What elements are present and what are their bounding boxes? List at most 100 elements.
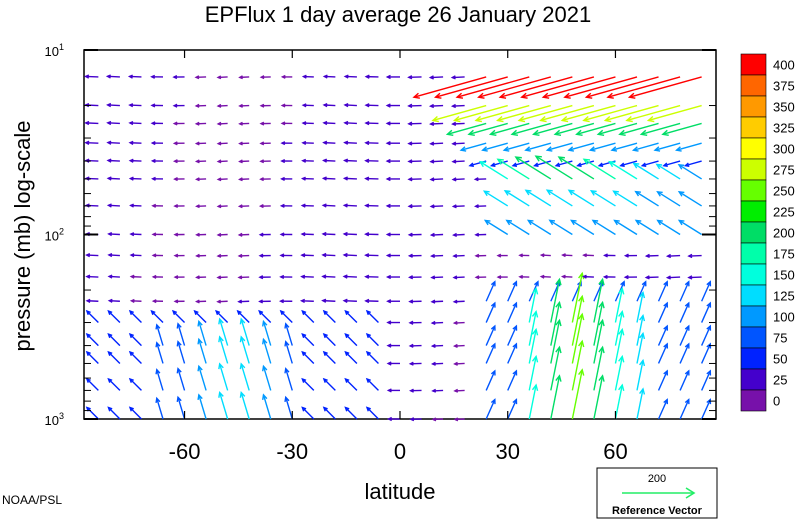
flux-arrow-head [623, 253, 629, 258]
flux-arrow-head [342, 158, 349, 163]
flux-arrow-head [545, 189, 553, 196]
flux-arrow-head [364, 253, 370, 258]
flux-arrow-head [474, 232, 480, 237]
flux-arrow [700, 302, 711, 323]
flux-arrow [109, 275, 120, 278]
flux-arrow-head [684, 398, 690, 405]
flux-arrow-head [385, 103, 391, 108]
flux-arrow-head [106, 140, 112, 145]
flux-arrow-head [429, 159, 435, 164]
flux-arrow [262, 339, 272, 364]
flux-arrow-head [641, 280, 647, 287]
flux-arrow-head [258, 232, 264, 237]
flux-arrow-head [195, 253, 200, 258]
flux-arrow [546, 189, 573, 207]
flux-arrow [344, 177, 357, 180]
flux-arrow-head [412, 92, 420, 99]
x-axis-label: latitude [365, 479, 436, 504]
flux-arrow-head [451, 204, 457, 209]
flux-arrow-head [578, 368, 585, 376]
flux-arrow-head [663, 324, 669, 331]
flux-arrow-head [408, 320, 414, 325]
flux-arrow [323, 333, 336, 347]
colorbar-label: 375 [773, 79, 795, 94]
flux-arrow-head [84, 158, 90, 163]
flux-arrow-head [386, 320, 392, 325]
colorbar-swatch [740, 158, 767, 181]
flux-arrow [571, 369, 583, 420]
flux-arrow-head [322, 406, 328, 412]
flux-arrow [129, 351, 142, 364]
flux-arrow-head [431, 388, 437, 393]
flux-arrow-head [258, 299, 264, 304]
flux-arrow-head [684, 301, 690, 308]
flux-arrow [301, 351, 315, 364]
flux-arrow-head [85, 309, 91, 316]
colorbar-swatch [740, 179, 767, 202]
flux-arrow [533, 122, 573, 135]
flux-arrow-head [555, 300, 562, 309]
chart-title: EPFlux 1 day average 26 January 2021 [205, 2, 591, 27]
flux-arrow-head [128, 309, 134, 316]
flux-arrow-head [129, 274, 135, 279]
flux-arrow [636, 333, 644, 364]
flux-arrow-head [84, 176, 90, 181]
flux-arrow-head [342, 252, 348, 258]
flux-arrow [432, 300, 444, 303]
vector-field [84, 74, 712, 422]
flux-arrow-head [429, 141, 435, 146]
flux-arrow-head [578, 312, 585, 321]
flux-arrow-head [576, 162, 582, 168]
flux-arrow [456, 76, 530, 98]
flux-arrow-head [677, 163, 685, 170]
colorbar-swatch [740, 242, 767, 265]
flux-arrow [322, 254, 336, 257]
flux-arrow [571, 341, 583, 391]
colorbar-swatch [740, 368, 767, 391]
flux-arrow [507, 281, 518, 302]
flux-arrow [518, 104, 573, 122]
flux-arrow-head [84, 120, 90, 126]
flux-arrow-head [284, 395, 290, 403]
flux-arrow [485, 399, 496, 420]
colorbar-swatch [740, 221, 767, 244]
flux-arrow-head [151, 176, 156, 181]
flux-arrow-head [490, 369, 496, 376]
flux-arrow-head [481, 146, 488, 152]
flux-arrow-head [531, 327, 539, 336]
flux-arrow-head [589, 189, 597, 196]
flux-arrow-head [502, 146, 510, 152]
flux-arrow-head [430, 320, 436, 325]
flux-arrow [108, 233, 120, 236]
flux-arrow-head [620, 280, 625, 287]
flux-arrow [237, 310, 250, 324]
flux-arrow [479, 161, 509, 180]
flux-arrow [107, 104, 120, 107]
flux-arrow-head [663, 398, 669, 405]
flux-arrow-head [237, 232, 243, 237]
flux-arrow-head [687, 275, 693, 280]
flux-arrow-head [128, 158, 134, 163]
colorbar-label: 150 [773, 268, 795, 283]
flux-arrow-head [514, 156, 522, 163]
flux-arrow-head [665, 275, 671, 280]
flux-arrow [558, 156, 595, 180]
flux-arrow [549, 219, 573, 236]
flux-arrow [598, 122, 638, 135]
flux-arrow [679, 370, 690, 391]
flux-arrow-head [598, 300, 605, 309]
flux-arrow-head [603, 253, 608, 258]
flux-arrow-head [505, 219, 513, 226]
flux-arrow [483, 190, 509, 207]
colorbar-label: 400 [773, 58, 795, 73]
flux-arrow [453, 178, 465, 181]
flux-arrow-head [618, 383, 625, 392]
flux-arrow-head [451, 177, 457, 182]
flux-arrow [636, 360, 644, 391]
flux-arrow-head [322, 140, 328, 145]
flux-arrow-head [655, 163, 663, 170]
flux-arrow-head [259, 177, 264, 182]
flux-arrow-head [445, 129, 454, 137]
flux-arrow-head [468, 162, 475, 168]
flux-arrow-head [216, 75, 222, 80]
